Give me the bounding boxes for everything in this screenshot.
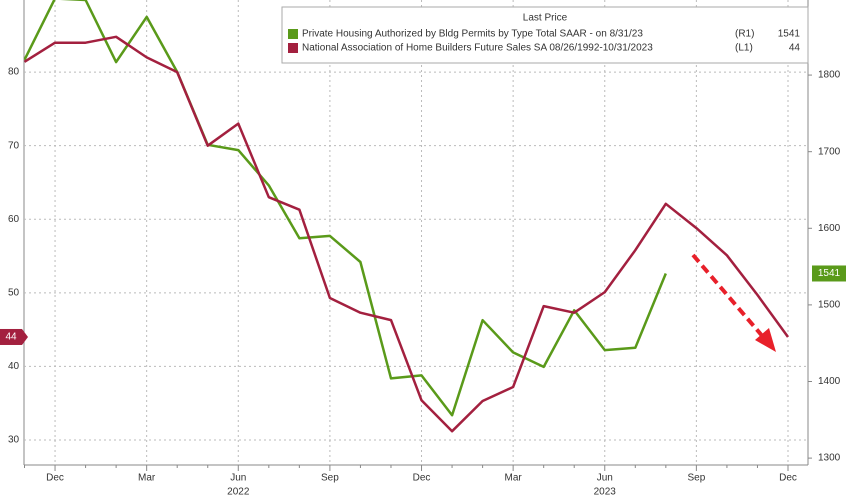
y2-tick-label: 1500 xyxy=(818,300,841,311)
legend-label: Private Housing Authorized by Bldg Permi… xyxy=(302,29,643,40)
x-tick-label: Dec xyxy=(46,473,64,484)
y-tick-label: 40 xyxy=(8,361,20,372)
last-value-tag xyxy=(812,265,846,282)
y-tick-label: 60 xyxy=(8,214,20,225)
legend-box xyxy=(281,6,809,64)
series-line xyxy=(24,35,790,433)
x-tick-label: Dec xyxy=(779,473,797,484)
y-tick-label: 50 xyxy=(8,287,20,298)
y-tick-label: 80 xyxy=(8,67,20,78)
trend-arrow xyxy=(691,253,776,352)
y2-tick-label: 1600 xyxy=(818,223,841,234)
x-year-label: 2023 xyxy=(594,487,617,498)
last-value-label: 1541 xyxy=(818,268,841,279)
series-line xyxy=(24,0,667,417)
legend-swatch xyxy=(288,43,298,53)
y2-tick-label: 1800 xyxy=(818,70,841,81)
y2-tick-label: 1300 xyxy=(818,453,841,464)
last-value-tag-tip xyxy=(22,328,28,345)
x-tick-label: Sep xyxy=(687,473,705,484)
x-tick-label: Mar xyxy=(505,473,523,484)
y2-tick-label: 1700 xyxy=(818,146,841,157)
legend-swatch xyxy=(288,29,298,39)
legend-label: National Association of Home Builders Fu… xyxy=(302,43,653,54)
legend-title: Last Price xyxy=(523,13,568,24)
x-tick-label: Sep xyxy=(321,473,339,484)
y-tick-label: 30 xyxy=(8,435,20,446)
x-tick-label: Dec xyxy=(413,473,431,484)
x-tick-label: Jun xyxy=(597,473,613,484)
last-value-tag xyxy=(0,328,22,345)
legend-axis-tag: (R1) xyxy=(735,29,754,40)
last-value-label: 44 xyxy=(5,332,17,343)
legend-axis-tag: (L1) xyxy=(735,43,753,54)
x-year-label: 2022 xyxy=(227,487,250,498)
legend-value: 44 xyxy=(789,43,801,54)
x-tick-label: Jun xyxy=(230,473,246,484)
legend: Last Price xyxy=(281,6,809,64)
legend-value: 1541 xyxy=(778,29,801,40)
y-tick-label: 70 xyxy=(8,140,20,151)
y2-tick-label: 1400 xyxy=(818,376,841,387)
x-tick-label: Mar xyxy=(138,473,156,484)
